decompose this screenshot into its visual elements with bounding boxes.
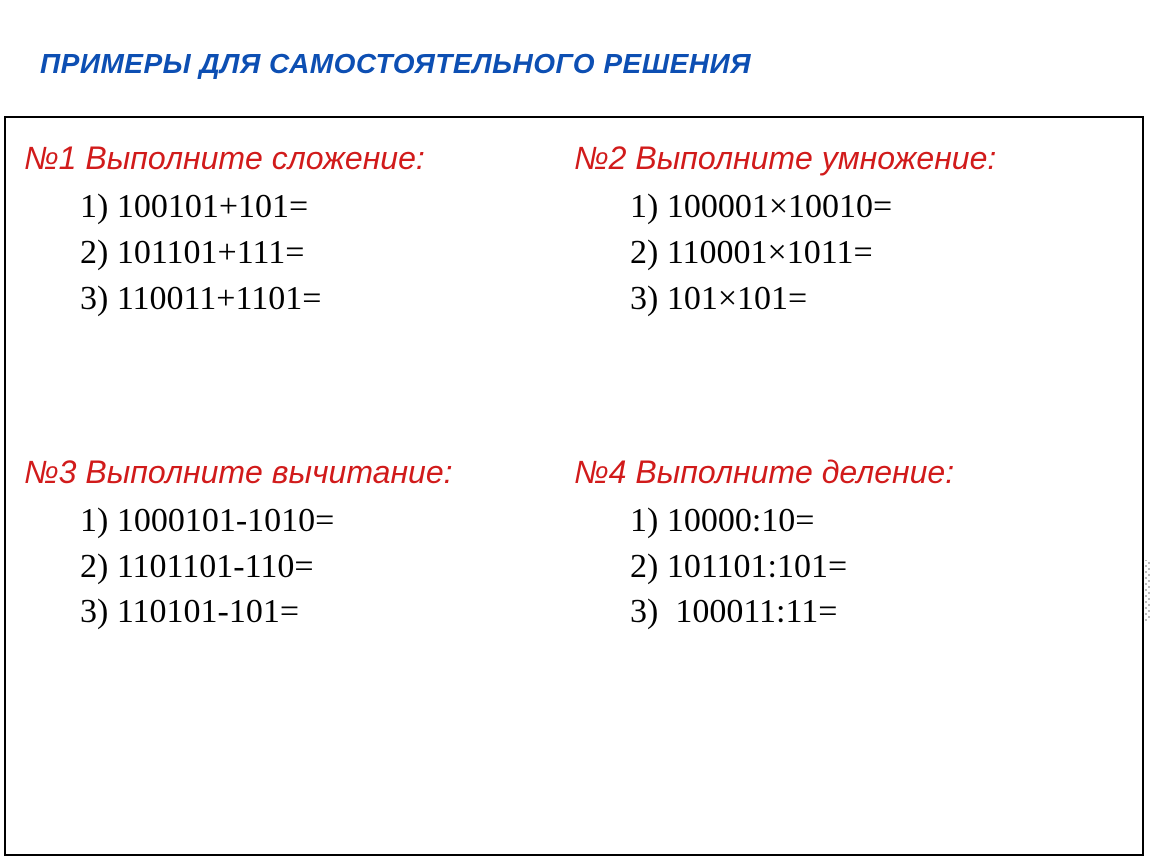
section-4-header: №4 Выполните деление: [574,452,1124,492]
row-gap [24,322,1124,452]
s2-item-3: 3) 101×101= [630,276,1124,322]
row-bottom: №3 Выполните вычитание: 1) 1000101-1010=… [24,452,1124,636]
s2-item-2: 2) 110001×1011= [630,230,1124,276]
s1-item-2: 2) 101101+111= [80,230,574,276]
section-4: №4 Выполните деление: 1) 10000:10= 2) 10… [574,452,1124,636]
section-1-items: 1) 100101+101= 2) 101101+111= 3) 110011+… [24,184,574,322]
s3-item-3: 3) 110101-101= [80,589,574,635]
s3-item-1: 1) 1000101-1010= [80,498,574,544]
section-2: №2 Выполните умножение: 1) 100001×10010=… [574,138,1124,322]
section-2-items: 1) 100001×10010= 2) 110001×1011= 3) 101×… [574,184,1124,322]
row-top: №1 Выполните сложение: 1) 100101+101= 2)… [24,138,1124,322]
section-3: №3 Выполните вычитание: 1) 1000101-1010=… [24,452,574,636]
section-1-header: №1 Выполните сложение: [24,138,574,178]
s4-item-3: 3) 100011:11= [630,589,1124,635]
section-3-items: 1) 1000101-1010= 2) 1101101-110= 3) 1101… [24,498,574,636]
s1-item-3: 3) 110011+1101= [80,276,574,322]
s2-item-1: 1) 100001×10010= [630,184,1124,230]
s4-item-1: 1) 10000:10= [630,498,1124,544]
section-4-items: 1) 10000:10= 2) 101101:101= 3) 100011:11… [574,498,1124,636]
content-box: №1 Выполните сложение: 1) 100101+101= 2)… [4,116,1144,856]
s1-item-1: 1) 100101+101= [80,184,574,230]
s3-item-2: 2) 1101101-110= [80,544,574,590]
section-2-header: №2 Выполните умножение: [574,138,1124,178]
slide-page: ПРИМЕРЫ ДЛЯ САМОСТОЯТЕЛЬНОГО РЕШЕНИЯ №1 … [0,0,1150,864]
page-title: ПРИМЕРЫ ДЛЯ САМОСТОЯТЕЛЬНОГО РЕШЕНИЯ [40,48,751,80]
section-3-header: №3 Выполните вычитание: [24,452,574,492]
section-1: №1 Выполните сложение: 1) 100101+101= 2)… [24,138,574,322]
s4-item-2: 2) 101101:101= [630,544,1124,590]
